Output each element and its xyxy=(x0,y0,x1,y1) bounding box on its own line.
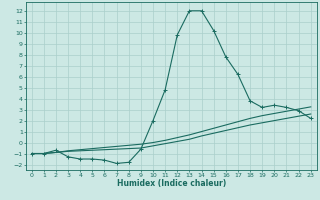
X-axis label: Humidex (Indice chaleur): Humidex (Indice chaleur) xyxy=(116,179,226,188)
